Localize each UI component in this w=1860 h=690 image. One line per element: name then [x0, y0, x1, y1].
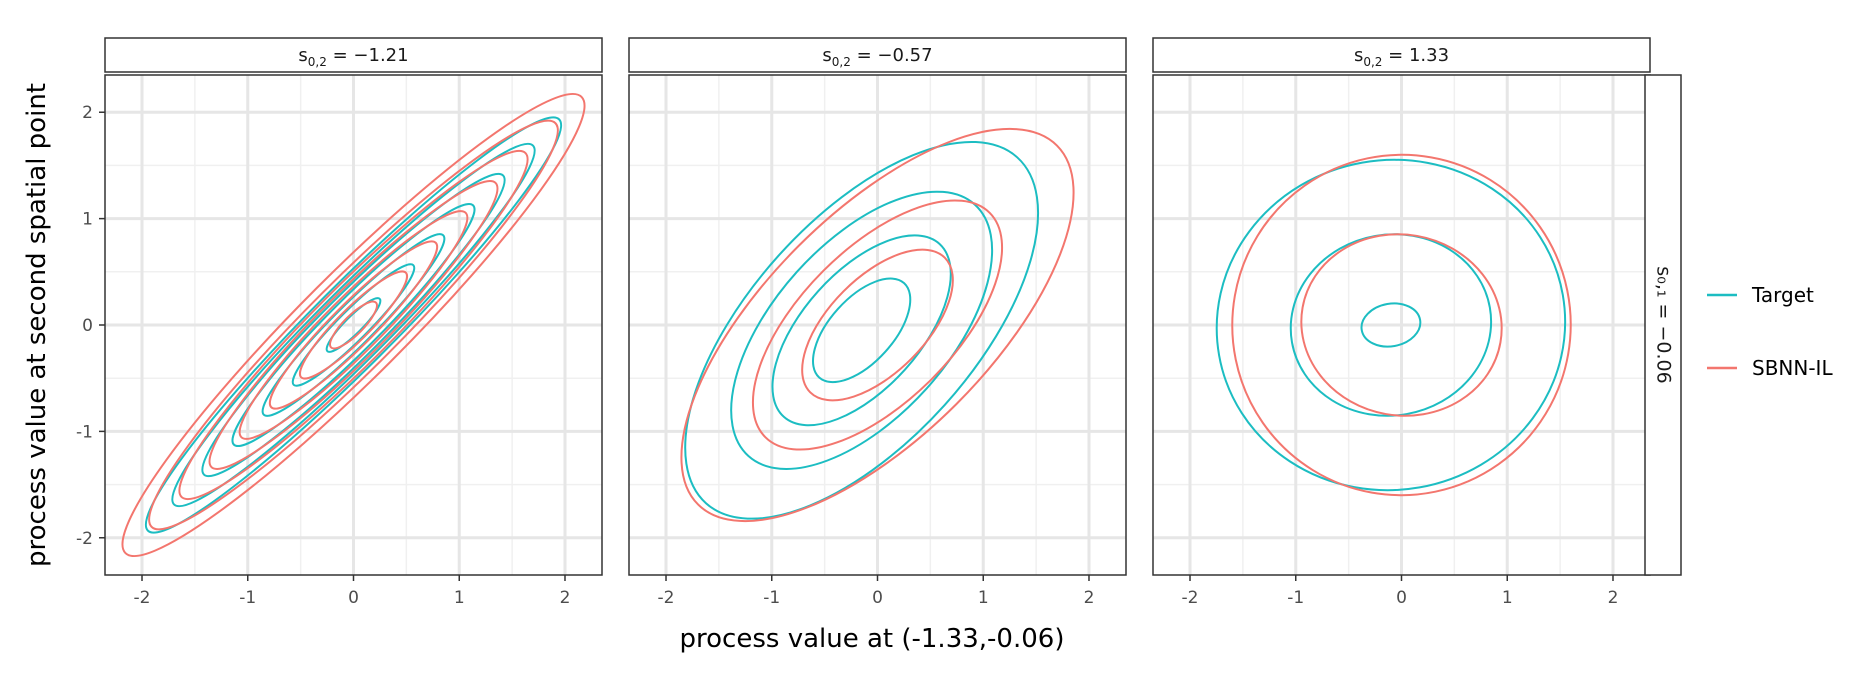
y-tick-label: -2	[76, 529, 93, 549]
strip-box	[628, 37, 1127, 73]
strip-label: s0,2 = 1.33	[1354, 45, 1449, 69]
x-tick-label: -1	[239, 588, 256, 608]
panel-1: s0,2 = −1.21 -2 -1 0 1 2 -2 -1 0 1 2	[76, 37, 603, 608]
contour-sbnn-il-level-2	[1231, 153, 1572, 497]
x-tick-label: -2	[1182, 588, 1199, 608]
panel-2: s0,2 = −0.57 -2 -1 0 1 2	[628, 37, 1127, 608]
strip-label: s0,2 = −1.21	[298, 45, 408, 69]
x-tick-label: 1	[454, 588, 465, 608]
x-tick-label: 2	[560, 588, 571, 608]
x-tick-label: 0	[872, 588, 883, 608]
contour-target-level-4	[684, 140, 1040, 520]
x-tick-label: 2	[1084, 588, 1095, 608]
panels-layer: s0,2 = −1.21 -2 -1 0 1 2 -2 -1 0 1 2 s0,2 = −0.57 -2…	[76, 37, 1651, 608]
contour-target-level-1	[812, 277, 912, 384]
contour-sbnn-il-level-1	[801, 248, 954, 402]
y-tick-label: 0	[82, 316, 93, 336]
panel-3: s0,2 = 1.33 -2 -1 0 1 2	[1152, 37, 1651, 608]
contour-target-level-1	[1360, 302, 1422, 348]
contour-target-level-2	[771, 234, 952, 427]
legend-label-target: Target	[1751, 283, 1814, 307]
x-tick-label: -2	[658, 588, 675, 608]
contour-target-level-1	[325, 297, 382, 353]
x-tick-label: 1	[978, 588, 989, 608]
x-tick-label: 2	[1608, 588, 1619, 608]
contour-target-level-6	[171, 142, 536, 508]
y-axis-title: process value at second spatial point	[22, 83, 52, 567]
contours	[1215, 153, 1572, 497]
x-tick-label: 1	[1502, 588, 1513, 608]
row-strip: s₀,₁ = −0.06	[1644, 74, 1682, 576]
contour-sbnn-il-level-2	[751, 199, 1004, 451]
x-axis-title: process value at (-1.33,-0.06)	[680, 624, 1065, 654]
contour-sbnn-il-level-5	[208, 180, 499, 470]
contour-target-level-4	[231, 203, 476, 447]
contour-target-level-2	[291, 263, 416, 387]
x-tick-label: -2	[134, 588, 151, 608]
contour-target-level-3	[261, 233, 446, 417]
strip-box	[104, 37, 603, 73]
y-tick-label: 2	[82, 103, 93, 123]
contour-target-level-3	[730, 190, 994, 470]
contour-target-level-3	[1215, 158, 1567, 492]
strip-label: s0,2 = −0.57	[822, 45, 932, 69]
contour-sbnn-il-level-8	[121, 92, 586, 558]
x-tick-label: -1	[1287, 588, 1304, 608]
x-tick-label: -1	[763, 588, 780, 608]
row-strip-box	[1644, 74, 1682, 576]
contour-sbnn-il-level-6	[178, 149, 529, 501]
row-strip-label: s₀,₁ = −0.06	[1653, 266, 1675, 383]
contour-sbnn-il-level-3	[268, 240, 439, 410]
contour-sbnn-il-level-4	[238, 210, 469, 440]
contour-sbnn-il-level-2	[298, 270, 409, 380]
strip-box	[1152, 37, 1651, 73]
legend: Target SBNN-IL	[1707, 283, 1833, 380]
contour-sbnn-il-level-3	[680, 127, 1075, 523]
y-tick-label: -1	[76, 422, 93, 442]
legend-label-sbnn-il: SBNN-IL	[1752, 356, 1833, 380]
contours	[121, 92, 586, 558]
contour-target-level-5	[201, 172, 506, 478]
contour-sbnn-il-level-1	[329, 300, 378, 350]
y-tick-label: 1	[82, 210, 93, 230]
contour-sbnn-il-level-7	[148, 119, 559, 531]
contour-target-level-7	[144, 116, 563, 534]
x-tick-label: 0	[348, 588, 359, 608]
x-tick-label: 0	[1396, 588, 1407, 608]
contour-sbnn-il-level-1	[1300, 233, 1503, 417]
contours	[680, 127, 1075, 523]
